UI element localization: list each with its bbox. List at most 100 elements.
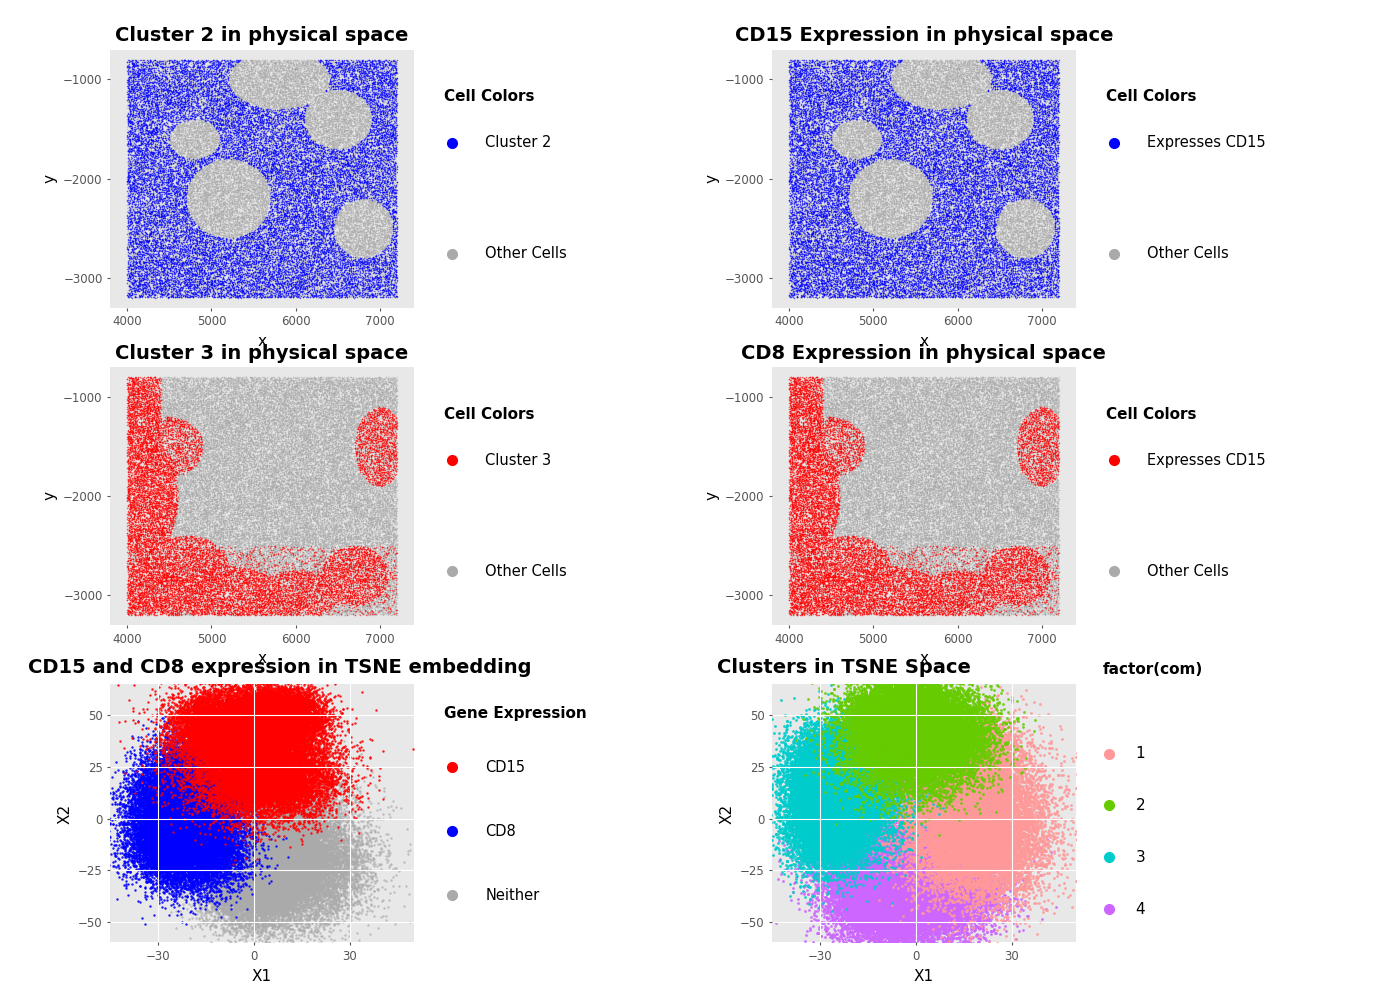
Point bbox=[848, 444, 870, 460]
Point bbox=[867, 174, 889, 189]
Point bbox=[965, 185, 987, 200]
Point bbox=[786, 441, 808, 457]
Point bbox=[183, 839, 205, 855]
Point bbox=[215, 784, 237, 800]
Point bbox=[858, 897, 880, 913]
Point bbox=[976, 722, 998, 738]
Point bbox=[193, 267, 215, 283]
Point bbox=[240, 151, 262, 167]
Point bbox=[792, 791, 814, 806]
Point bbox=[154, 806, 177, 822]
Point bbox=[193, 588, 215, 604]
Point bbox=[161, 791, 183, 806]
Point bbox=[149, 426, 171, 441]
Point bbox=[816, 810, 838, 826]
Point bbox=[248, 812, 270, 828]
Point bbox=[214, 889, 236, 905]
Point bbox=[201, 221, 223, 237]
Point bbox=[254, 730, 276, 746]
Point bbox=[1030, 448, 1052, 464]
Point bbox=[905, 723, 927, 739]
Point bbox=[190, 805, 212, 820]
Point bbox=[214, 415, 236, 431]
Point bbox=[245, 53, 268, 68]
Point bbox=[978, 82, 1000, 98]
Point bbox=[811, 505, 833, 521]
Point bbox=[250, 108, 272, 124]
Point bbox=[146, 403, 168, 419]
Point bbox=[836, 532, 858, 548]
Point bbox=[240, 419, 262, 434]
Point bbox=[252, 380, 274, 396]
Point bbox=[312, 69, 334, 85]
Point bbox=[370, 225, 392, 241]
Point bbox=[845, 192, 867, 208]
Point bbox=[786, 104, 808, 120]
Point bbox=[296, 877, 319, 893]
Point bbox=[918, 704, 940, 720]
Point bbox=[1043, 423, 1065, 438]
Point bbox=[797, 281, 819, 297]
Point bbox=[130, 792, 152, 807]
Point bbox=[240, 477, 262, 493]
Point bbox=[992, 547, 1014, 562]
Point bbox=[125, 569, 148, 585]
Point bbox=[121, 54, 143, 69]
Point bbox=[874, 203, 896, 219]
Point bbox=[809, 422, 832, 437]
Point bbox=[925, 79, 947, 95]
Point bbox=[272, 756, 294, 772]
Point bbox=[792, 198, 814, 214]
Point bbox=[880, 500, 902, 516]
Point bbox=[376, 107, 399, 123]
Point bbox=[361, 429, 383, 444]
Point bbox=[319, 83, 341, 99]
Point bbox=[885, 554, 907, 569]
Point bbox=[994, 558, 1016, 574]
Point bbox=[885, 704, 907, 720]
Point bbox=[832, 159, 854, 175]
Point bbox=[236, 558, 258, 573]
Point bbox=[168, 828, 190, 844]
Point bbox=[878, 897, 900, 913]
Point bbox=[153, 830, 175, 846]
Point bbox=[920, 905, 942, 921]
Point bbox=[277, 600, 299, 616]
Point bbox=[230, 736, 252, 752]
Point bbox=[319, 495, 341, 511]
Point bbox=[898, 902, 920, 918]
Point bbox=[228, 836, 250, 852]
Point bbox=[834, 62, 856, 77]
Point bbox=[833, 253, 855, 269]
Point bbox=[797, 510, 819, 526]
Point bbox=[360, 213, 382, 229]
Point bbox=[1001, 454, 1023, 470]
Point bbox=[201, 109, 223, 125]
Point bbox=[218, 854, 240, 870]
Point bbox=[952, 479, 974, 495]
Point bbox=[148, 847, 170, 863]
Point bbox=[954, 782, 976, 798]
Point bbox=[900, 758, 923, 774]
Point bbox=[312, 442, 334, 458]
Point bbox=[978, 264, 1000, 280]
Point bbox=[205, 719, 228, 735]
Point bbox=[867, 846, 889, 862]
Point bbox=[334, 270, 356, 286]
Point bbox=[779, 197, 801, 213]
Point bbox=[1037, 369, 1059, 385]
Point bbox=[895, 606, 917, 622]
Point bbox=[385, 252, 407, 268]
Point bbox=[305, 528, 327, 544]
Point bbox=[321, 575, 343, 591]
Point bbox=[945, 757, 967, 773]
Point bbox=[171, 182, 193, 197]
Point bbox=[280, 258, 302, 274]
Point bbox=[845, 430, 867, 445]
Point bbox=[273, 694, 295, 710]
Point bbox=[259, 379, 281, 395]
Point bbox=[305, 160, 327, 176]
Point bbox=[164, 777, 186, 793]
Point bbox=[214, 471, 236, 487]
Point bbox=[160, 265, 182, 281]
